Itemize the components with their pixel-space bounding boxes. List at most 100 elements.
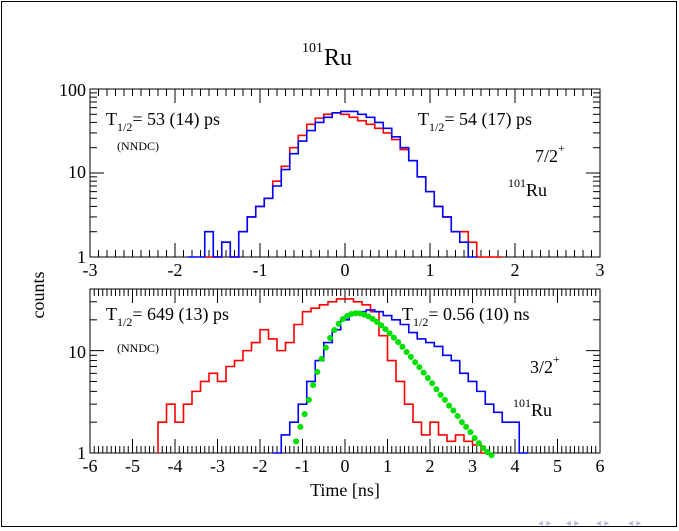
x-tick-label: 2	[511, 260, 520, 280]
fit-point	[416, 364, 423, 371]
x-tick-label: 3	[596, 260, 605, 280]
fit-point	[433, 386, 440, 393]
nav-search-icon[interactable]: ◂ ▸	[628, 518, 641, 529]
top-nucleus: 101Ru	[508, 176, 547, 200]
x-tick-label: 1	[426, 260, 435, 280]
bottom-ticks	[89, 288, 601, 454]
top-left-source: (NNDC)	[117, 139, 159, 153]
bottom-right-halflife: T1/2= 0.56 (10) ns	[402, 304, 530, 329]
fit-point	[403, 348, 410, 355]
top-left-halflife: T1/2= 53 (14) ps	[106, 109, 220, 134]
bottom-data	[157, 298, 528, 459]
fit-point	[352, 310, 359, 317]
fit-point	[437, 391, 444, 398]
bottom-y-tick-labels: 1 10	[68, 342, 86, 463]
bottom-left-source: (NNDC)	[117, 341, 159, 355]
bottom-left-halflife: T1/2= 649 (13) ps	[106, 304, 229, 329]
fit-point	[305, 396, 312, 403]
fit-point	[395, 339, 402, 346]
x-tick-label: 2	[426, 456, 435, 476]
fit-point	[339, 316, 346, 323]
fit-point	[318, 355, 325, 362]
fit-point	[335, 320, 342, 327]
top-spin: 7/2+	[535, 141, 565, 166]
fit-point	[467, 429, 474, 436]
fit-point	[373, 318, 380, 325]
fit-point	[382, 326, 389, 333]
y-axis-label: counts	[28, 272, 48, 319]
fit-point	[399, 343, 406, 350]
x-tick-label: -2	[253, 456, 268, 476]
y-tick-label: 1	[77, 443, 86, 463]
top-ticks	[89, 89, 601, 258]
x-tick-label: -1	[253, 260, 268, 280]
top-panel: -3 -2 -1 0 1 2 3 1 10 100 T1/2= 53 (14) …	[59, 80, 605, 280]
top-x-tick-labels: -3 -2 -1 0 1 2 3	[83, 260, 605, 280]
nav-prev-icon[interactable]: ◂ ▸	[538, 518, 551, 529]
x-tick-label: 0	[341, 260, 350, 280]
fit-point	[420, 369, 427, 376]
y-tick-label: 10	[68, 162, 86, 182]
fit-point	[454, 412, 461, 419]
fit-point	[369, 315, 376, 322]
fit-point	[488, 452, 495, 459]
nav-frame-icon[interactable]: ◂ ▸	[566, 518, 579, 529]
fit-point	[293, 438, 300, 445]
bottom-nucleus: 101Ru	[513, 396, 552, 420]
fit-point	[314, 368, 321, 375]
fit-point	[441, 396, 448, 403]
fit-point	[378, 322, 385, 329]
top-y-tick-labels: 1 10 100	[59, 80, 86, 267]
bottom-x-tick-labels: -6 -5 -4 -3 -2 -1 0 1 2 3 4 5 6	[83, 456, 605, 476]
x-tick-label: 4	[511, 456, 520, 476]
x-tick-label: 6	[596, 456, 605, 476]
fit-point	[475, 440, 482, 447]
x-tick-label: -3	[83, 260, 98, 280]
x-tick-label: -4	[168, 456, 183, 476]
fit-point	[390, 334, 397, 341]
title-superscript: 101	[302, 41, 323, 56]
blue-histogram-series	[187, 110, 477, 258]
x-tick-label: -6	[83, 456, 98, 476]
title-main: Ru	[324, 45, 352, 71]
x-tick-label: -5	[125, 456, 140, 476]
blue-histogram-series	[272, 309, 528, 454]
fit-point	[412, 359, 419, 366]
fit-point	[310, 382, 317, 389]
x-tick-label: 1	[383, 456, 392, 476]
red-histogram-series	[157, 298, 490, 454]
x-tick-label: 3	[468, 456, 477, 476]
fit-point	[424, 375, 431, 382]
y-tick-label: 100	[59, 80, 86, 100]
fit-point	[301, 411, 308, 418]
fit-point	[450, 407, 457, 414]
fit-point	[407, 353, 414, 360]
fit-point	[331, 327, 338, 334]
fit-point	[386, 330, 393, 337]
x-tick-label: 5	[553, 456, 562, 476]
bottom-panel: -6 -5 -4 -3 -2 -1 0 1 2 3 4 5 6 1 10 Tim…	[68, 288, 605, 500]
fit-point	[471, 435, 478, 442]
x-tick-label: -1	[295, 456, 310, 476]
x-tick-label: 0	[341, 456, 350, 476]
x-axis-label: Time [ns]	[310, 480, 380, 500]
fit-point	[322, 344, 329, 351]
x-tick-label: -2	[168, 260, 183, 280]
fit-point	[429, 380, 436, 387]
bottom-spin: 3/2+	[530, 352, 560, 377]
fit-point	[446, 402, 453, 409]
fit-point	[484, 449, 491, 456]
nav-section-icon[interactable]: ◂ ▸	[596, 518, 609, 529]
fit-point	[327, 334, 334, 341]
y-tick-label: 10	[68, 342, 86, 362]
fit-point	[297, 423, 304, 430]
fit-point	[480, 444, 487, 451]
y-tick-label: 1	[77, 247, 86, 267]
fit-point	[463, 423, 470, 430]
x-tick-label: -3	[210, 456, 225, 476]
fit-point	[458, 419, 465, 426]
top-right-halflife: T1/2= 54 (17) ps	[418, 109, 532, 134]
slide-navigation[interactable]: ◂ ▸ ◂ ▸ ◂ ▸ ◂ ▸	[538, 518, 641, 529]
top-data	[187, 110, 503, 258]
